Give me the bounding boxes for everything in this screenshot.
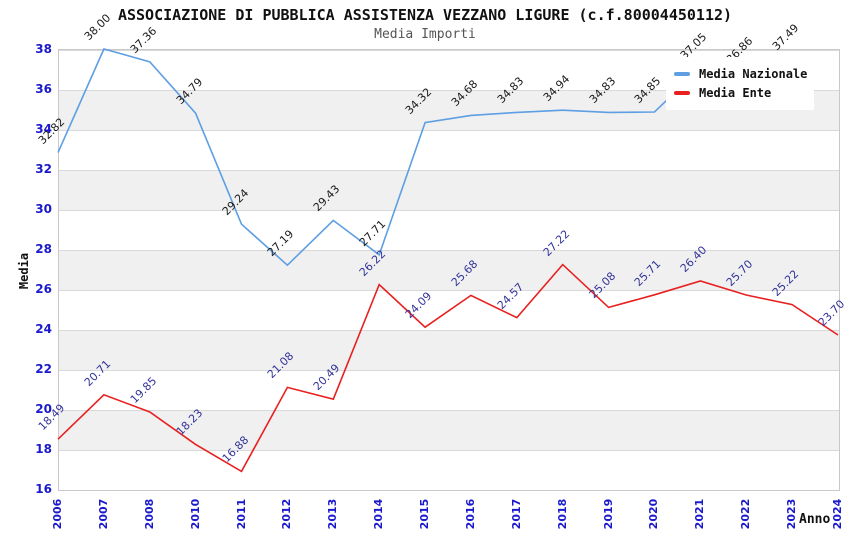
x-tick-label: 2014	[372, 498, 386, 530]
x-tick-label: 2012	[280, 498, 294, 530]
x-tick-label: 2019	[601, 498, 615, 530]
line-series-layer	[57, 48, 839, 473]
y-tick-label: 20	[35, 402, 52, 416]
chart-title: ASSOCIAZIONE DI PUBBLICA ASSISTENZA VEZZ…	[117, 6, 733, 24]
x-tick-label: 2024	[831, 498, 844, 530]
media-ente-line	[57, 263, 839, 473]
legend: Media Nazionale Media Ente	[666, 57, 814, 110]
y-tick-label: 36	[35, 82, 52, 96]
media-nazionale-swatch-icon	[674, 72, 690, 76]
x-tick-label: 2016	[463, 498, 477, 530]
x-tick-label: 2022	[739, 498, 753, 530]
y-tick-label: 30	[35, 202, 52, 216]
y-tick-label: 24	[35, 322, 52, 336]
y-tick-label: 16	[35, 482, 52, 496]
y-tick-label: 38	[35, 42, 52, 56]
chart-subtitle: Media Importi	[374, 27, 476, 42]
y-tick-label: 32	[35, 162, 52, 176]
legend-item-media-nazionale: Media Nazionale	[674, 65, 814, 83]
x-tick-label: 2015	[418, 498, 432, 530]
x-tick-label: 2017	[509, 498, 523, 530]
x-tick-label: 2011	[234, 498, 248, 530]
x-tick-label: 2010	[188, 498, 202, 530]
x-tick-label: 2020	[647, 498, 661, 530]
x-tick-label: 2013	[326, 498, 340, 530]
plot-area	[58, 49, 840, 491]
x-tick-label: 2008	[142, 498, 156, 530]
x-tick-label: 2021	[693, 498, 707, 530]
y-tick-label: 18	[35, 442, 52, 456]
x-tick-label: 2007	[96, 498, 110, 530]
legend-label: Media Nazionale	[699, 67, 808, 81]
y-tick-label: 34	[35, 122, 52, 136]
legend-label: Media Ente	[699, 86, 772, 100]
legend-item-media-ente: Media Ente	[674, 84, 814, 102]
x-tick-label: 2006	[51, 498, 64, 530]
y-tick-label: 26	[35, 282, 52, 296]
x-tick-label: 2018	[555, 498, 569, 530]
y-tick-label: 22	[35, 362, 52, 376]
y-tick-label: 28	[35, 242, 52, 256]
media-ente-swatch-icon	[674, 91, 690, 95]
x-axis-title: Anno	[799, 512, 831, 527]
x-tick-label: 2023	[785, 498, 799, 530]
